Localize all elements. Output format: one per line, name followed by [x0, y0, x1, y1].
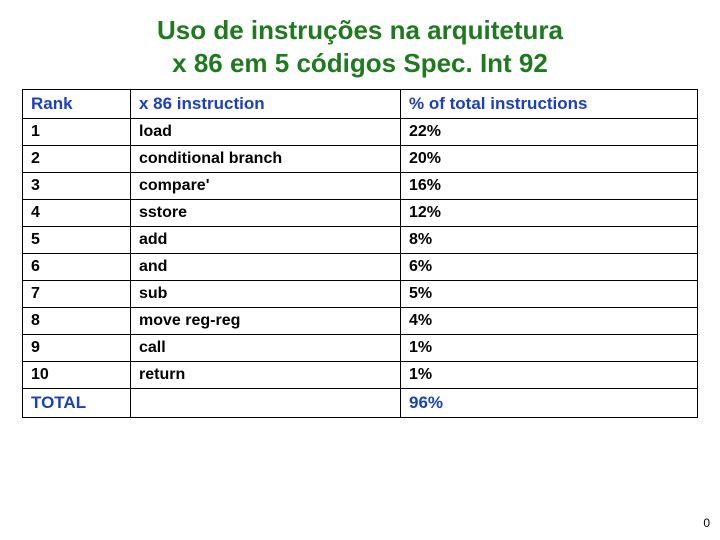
cell-total-pct: 96%	[401, 389, 698, 418]
page-title: Uso de instruções na arquitetura x 86 em…	[0, 0, 720, 89]
table-row: 6 and 6%	[23, 254, 698, 281]
title-line-2: x 86 em 5 códigos Spec. Int 92	[0, 47, 720, 80]
table-row: 9 call 1%	[23, 335, 698, 362]
cell-total-blank	[131, 389, 401, 418]
cell-pct: 22%	[401, 119, 698, 146]
cell-instr: and	[131, 254, 401, 281]
table-row: 10 return 1%	[23, 362, 698, 389]
table-total-row: TOTAL 96%	[23, 389, 698, 418]
cell-pct: 1%	[401, 362, 698, 389]
title-line-1: Uso de instruções na arquitetura	[0, 14, 720, 47]
cell-rank: 3	[23, 173, 131, 200]
cell-pct: 4%	[401, 308, 698, 335]
cell-instr: load	[131, 119, 401, 146]
table-row: 1 load 22%	[23, 119, 698, 146]
cell-rank: 10	[23, 362, 131, 389]
page-number: 0	[703, 516, 710, 530]
cell-rank: 5	[23, 227, 131, 254]
cell-instr: conditional branch	[131, 146, 401, 173]
cell-pct: 6%	[401, 254, 698, 281]
cell-rank: 6	[23, 254, 131, 281]
table-row: 2 conditional branch 20%	[23, 146, 698, 173]
table-row: 8 move reg-reg 4%	[23, 308, 698, 335]
cell-instr: sstore	[131, 200, 401, 227]
cell-total-label: TOTAL	[23, 389, 131, 418]
cell-rank: 1	[23, 119, 131, 146]
cell-pct: 20%	[401, 146, 698, 173]
cell-instr: sub	[131, 281, 401, 308]
table-header-row: Rank x 86 instruction % of total instruc…	[23, 90, 698, 119]
cell-pct: 8%	[401, 227, 698, 254]
col-instruction: x 86 instruction	[131, 90, 401, 119]
instruction-table: Rank x 86 instruction % of total instruc…	[22, 89, 698, 418]
table-body: 1 load 22% 2 conditional branch 20% 3 co…	[23, 119, 698, 418]
cell-rank: 2	[23, 146, 131, 173]
table-row: 7 sub 5%	[23, 281, 698, 308]
cell-instr: return	[131, 362, 401, 389]
table-container: Rank x 86 instruction % of total instruc…	[0, 89, 720, 418]
cell-rank: 7	[23, 281, 131, 308]
col-percent: % of total instructions	[401, 90, 698, 119]
cell-instr: move reg-reg	[131, 308, 401, 335]
cell-rank: 4	[23, 200, 131, 227]
cell-rank: 8	[23, 308, 131, 335]
table-row: 4 sstore 12%	[23, 200, 698, 227]
col-rank: Rank	[23, 90, 131, 119]
table-row: 3 compare' 16%	[23, 173, 698, 200]
cell-pct: 5%	[401, 281, 698, 308]
cell-instr: add	[131, 227, 401, 254]
cell-pct: 12%	[401, 200, 698, 227]
table-row: 5 add 8%	[23, 227, 698, 254]
cell-rank: 9	[23, 335, 131, 362]
cell-pct: 16%	[401, 173, 698, 200]
cell-pct: 1%	[401, 335, 698, 362]
cell-instr: compare'	[131, 173, 401, 200]
cell-instr: call	[131, 335, 401, 362]
